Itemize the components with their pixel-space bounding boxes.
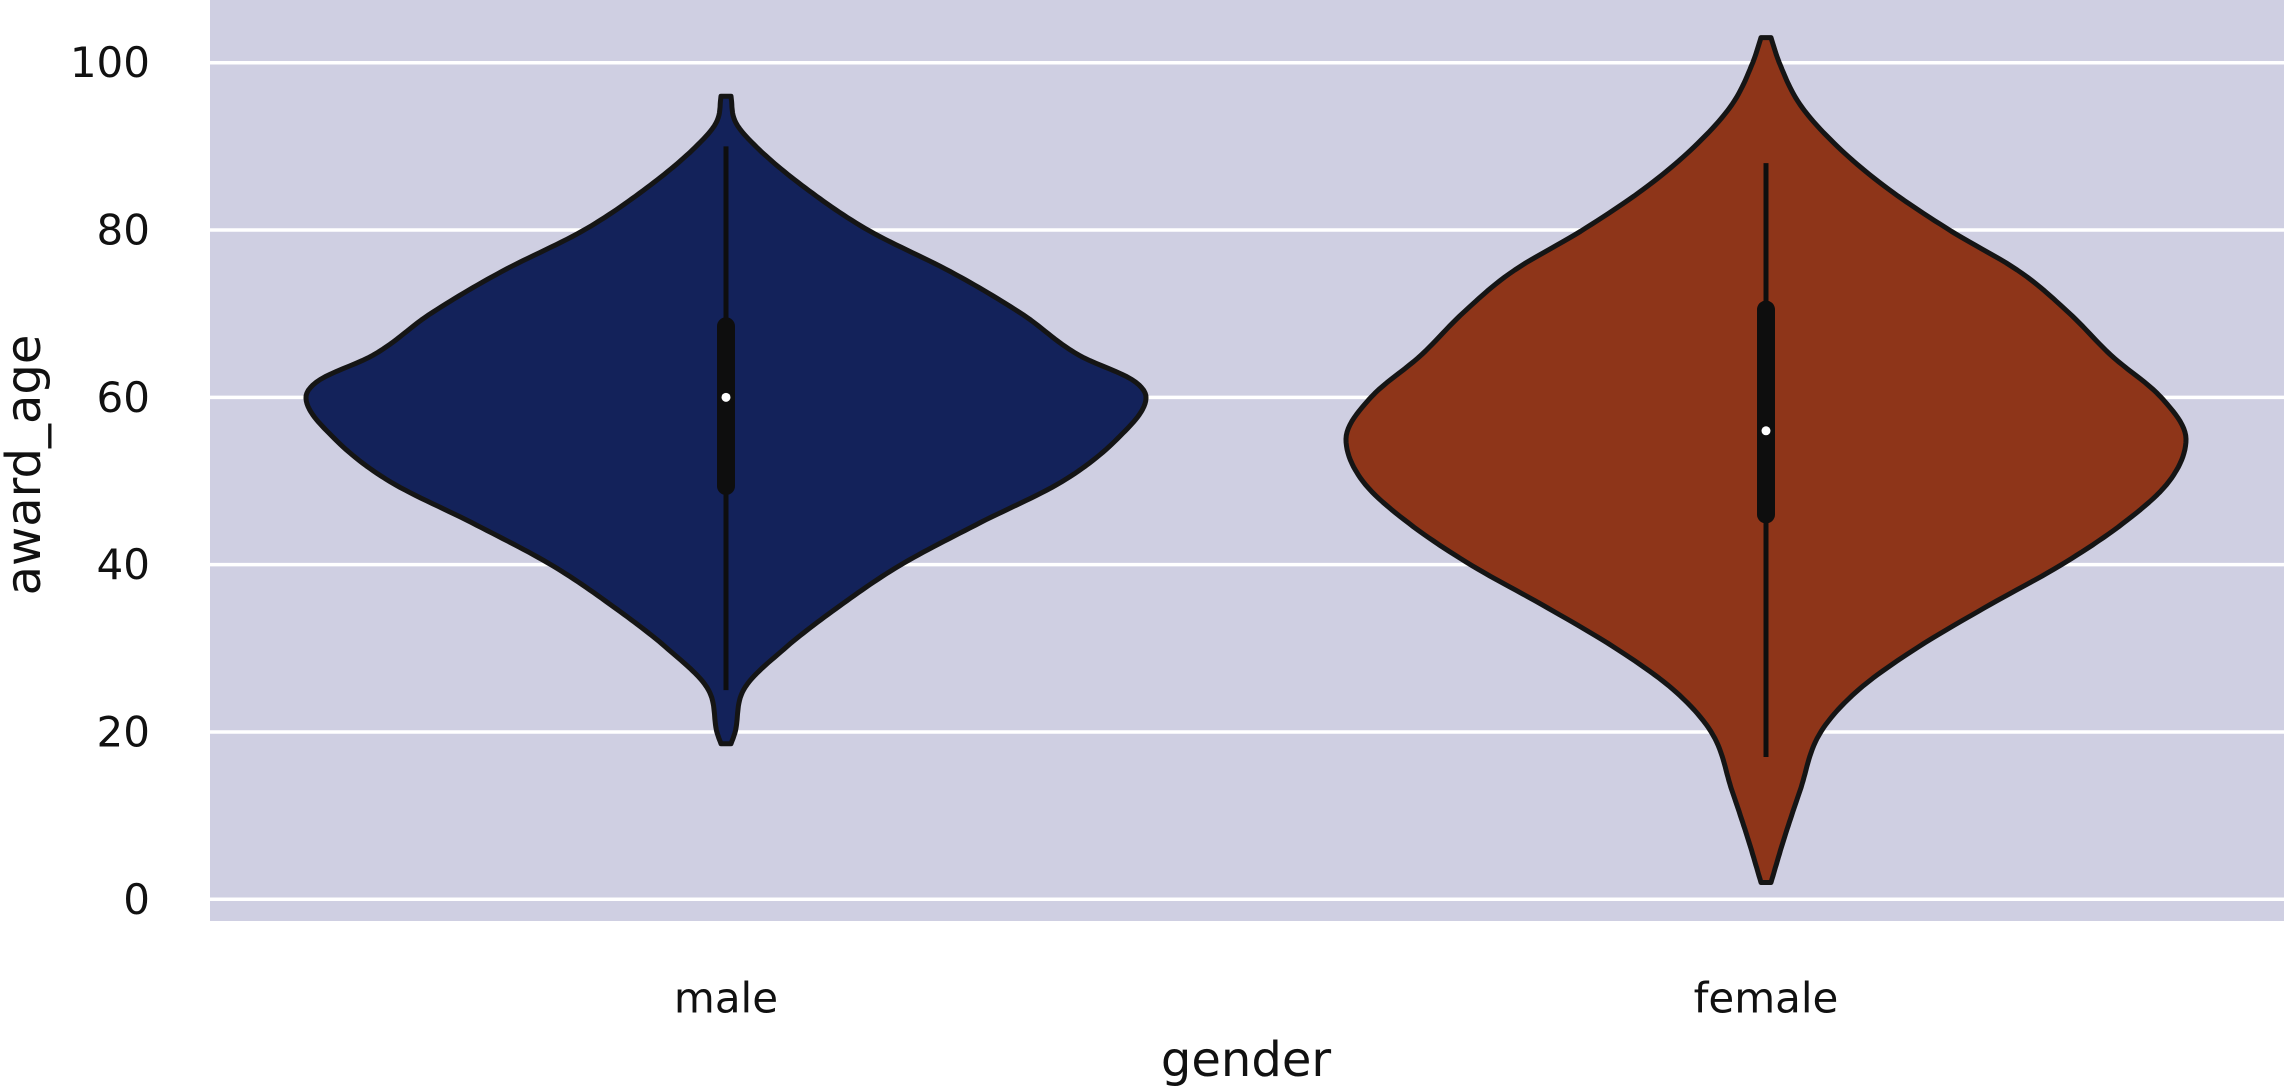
y-tick-label: 40	[97, 540, 150, 589]
x-axis-label: gender	[1161, 1032, 1331, 1086]
y-axis-ticks: 0 20 40 60 80 100	[70, 38, 150, 924]
violin-male	[303, 93, 1149, 747]
x-axis-ticks: male female	[674, 974, 1838, 1023]
y-tick-label: 80	[97, 206, 150, 255]
x-tick-label: male	[674, 974, 778, 1023]
y-tick-label: 100	[70, 38, 150, 87]
y-axis-label: award_age	[0, 335, 52, 596]
violin-female	[1343, 35, 2189, 885]
median-marker-female	[1761, 426, 1771, 436]
y-tick-label: 20	[97, 707, 150, 756]
x-tick-label: female	[1694, 974, 1839, 1023]
violins	[303, 35, 2189, 885]
y-tick-label: 60	[97, 373, 150, 422]
y-tick-label: 0	[123, 875, 150, 924]
median-marker-male	[721, 392, 731, 402]
